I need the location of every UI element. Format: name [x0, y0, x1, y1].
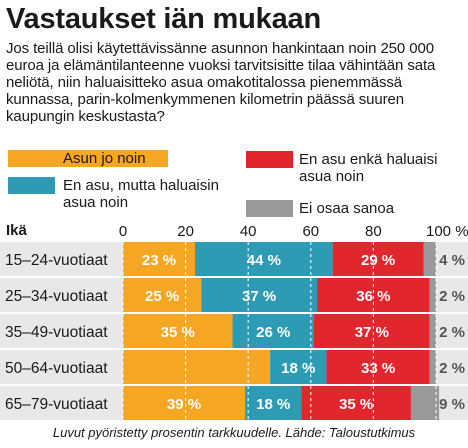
- source-footnote: Luvut pyöristetty prosentin tarkkuudelle…: [52, 425, 416, 440]
- bar-segment: [326, 350, 430, 384]
- data-label: 4 %: [439, 252, 465, 269]
- legend-swatch-teal: [8, 177, 55, 194]
- data-label: 39 %: [167, 396, 201, 413]
- legend-swatch-red: [246, 151, 293, 168]
- bar-segment: [429, 350, 436, 384]
- data-label: 37 %: [355, 324, 389, 341]
- legend-label: En asu enkä haluaisi asua noin: [299, 151, 438, 185]
- category-label: 25–34-vuotiaat: [5, 288, 108, 305]
- data-label: 2 %: [439, 360, 465, 377]
- bar-segment: [194, 242, 333, 276]
- data-label: 33 %: [361, 360, 395, 377]
- data-label: 2 %: [439, 288, 465, 305]
- legend-swatch-orange: [8, 150, 168, 167]
- data-label: 37 %: [242, 288, 276, 305]
- axis-label: Ikä: [6, 222, 28, 239]
- bar-segment: [332, 242, 424, 276]
- bar-segment: [232, 314, 314, 348]
- data-label: 25 %: [145, 288, 179, 305]
- data-label: 23 %: [142, 252, 176, 269]
- bar-segment: [123, 278, 202, 312]
- x-tick-label: 60: [302, 223, 319, 240]
- data-label: 18 %: [256, 396, 290, 413]
- x-tick-label: 80: [365, 223, 382, 240]
- bar-segment: [429, 314, 436, 348]
- x-tick-label: 40: [240, 223, 257, 240]
- legend-label: Ei osaa sanoa: [299, 200, 395, 217]
- data-label: 18 %: [281, 360, 315, 377]
- data-label: 26 %: [256, 324, 290, 341]
- bar-segment: [245, 386, 302, 420]
- data-label: 36 %: [356, 288, 390, 305]
- data-label: 35 %: [339, 396, 373, 413]
- data-label: 35 %: [161, 324, 195, 341]
- category-label: 50–64-vuotiaat: [5, 360, 108, 377]
- bar-segment: [429, 278, 436, 312]
- bar-segment: [313, 314, 430, 348]
- bar-segment: [317, 278, 430, 312]
- bar-segment: [270, 350, 327, 384]
- legend-label: Asun jo noin: [63, 150, 146, 167]
- legend-swatch-gray: [246, 200, 293, 217]
- bar-segment: [201, 278, 318, 312]
- category-label: 15–24-vuotiaat: [5, 252, 108, 269]
- bar-segment: [301, 386, 411, 420]
- bar-segment: [123, 350, 271, 384]
- data-label: 44 %: [247, 252, 281, 269]
- chart-title: Vastaukset iän mukaan: [6, 3, 321, 35]
- data-label: 29 %: [361, 252, 395, 269]
- survey-question: Jos teillä olisi käytettävissänne asunno…: [6, 40, 436, 125]
- x-tick-label: 20: [177, 223, 194, 240]
- category-label: 35–49-vuotiaat: [5, 324, 108, 341]
- x-tick-label: 100 %: [426, 223, 468, 240]
- data-label: 2 %: [439, 324, 465, 341]
- x-tick-label: 0: [119, 223, 127, 240]
- bar-segment: [123, 242, 195, 276]
- category-label: 65–79-vuotiaat: [5, 396, 108, 413]
- bar-segment: [423, 242, 436, 276]
- bar-segment: [123, 386, 246, 420]
- bar-segment: [123, 314, 233, 348]
- bar-segment: [410, 386, 440, 420]
- legend-label: En asu, mutta haluaisin asua noin: [63, 177, 219, 211]
- data-label: 9 %: [439, 396, 465, 413]
